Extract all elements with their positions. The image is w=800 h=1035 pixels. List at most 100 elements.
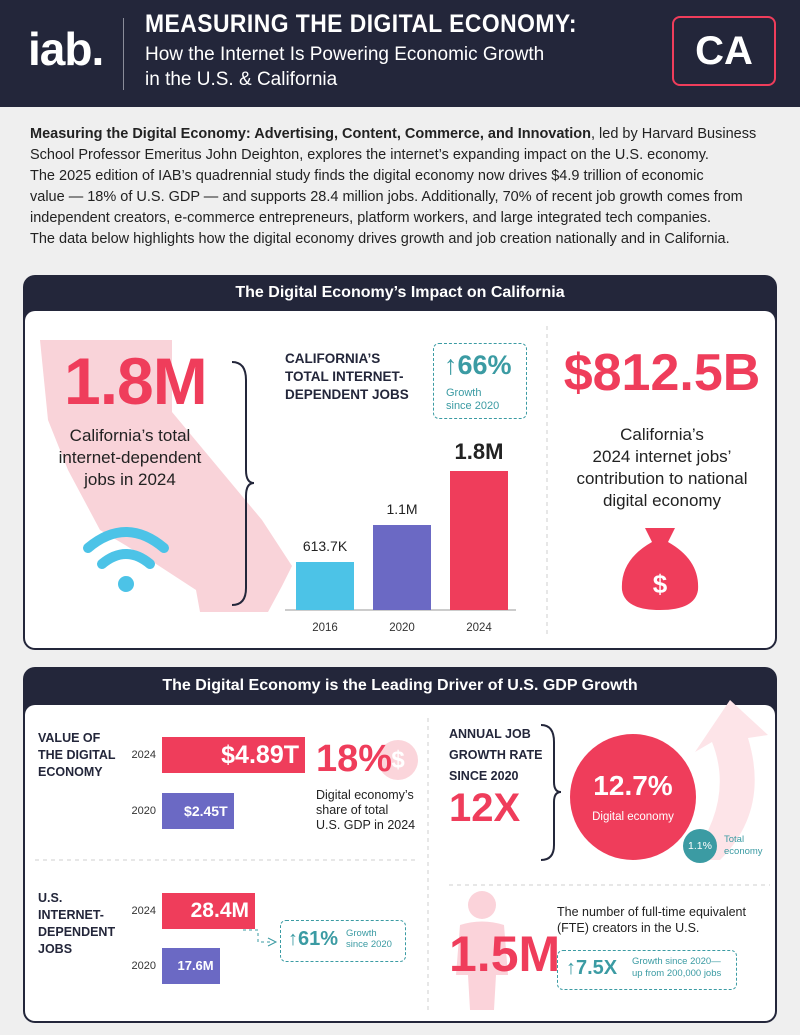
growth-box [557,950,737,990]
intro-line: The 2025 edition of IAB’s quadrennial st… [30,166,770,187]
california-shape [40,340,292,612]
label-line: DEPENDENT [38,925,116,939]
caption-line: (FTE) creators in the U.S. [557,921,700,935]
x-tick-label: 2016 [312,622,338,634]
intro-text: , led by Harvard Business [591,126,757,142]
growth-caption: Growth since 2020— up from 200,000 jobs [632,956,721,980]
total-label: Total economy [724,834,763,858]
subtitle-line: in the U.S. & California [145,69,338,90]
intro-text: value — 18% of U.S. GDP — and supports 2… [30,189,743,205]
chart-title: CALIFORNIA’S TOTAL INTERNET- DEPENDENT JOB… [285,350,409,404]
bar [162,893,255,929]
caption-line: The number of full-time equivalent [557,905,746,919]
growth-box [433,343,527,419]
intro-line: The data below highlights how the digita… [30,229,770,250]
growth-number: 66% [457,350,512,380]
bar [373,524,431,610]
category-label: 2020 [131,805,156,817]
bar [450,470,508,610]
growth-box [280,920,406,962]
label-line: ECONOMY [38,765,103,779]
intro-line: Measuring the Digital Economy: Advertisi… [30,124,770,145]
category-label: 2024 [131,905,156,917]
contribution-caption: California’s 2024 internet jobs’ contribut… [547,424,777,512]
header-subtitle: How the Internet Is Powering Economic Gr… [145,42,544,92]
money-symbol: $ [653,569,668,599]
label-line: INTERNET- [38,908,104,922]
bar-value-label: $2.45T [184,803,228,819]
caption-line: U.S. GDP in 2024 [316,818,416,832]
intro-line: School Professor Emeritus John Deighton,… [30,145,770,166]
digital-circle [570,734,696,860]
person-icon [456,891,508,1010]
bar-value-label: $4.89T [221,741,299,769]
label-line: economy [724,846,763,857]
intro-line: value — 18% of U.S. GDP — and supports 2… [30,187,770,208]
caption-line: share of total [316,803,389,817]
bar-value-label: 1.1M [386,500,418,517]
arrow: ↑ [288,928,298,950]
creators-caption: The number of full-time equivalent (FTE) … [557,904,746,936]
growth-caption: Growth since 2020 [446,387,499,413]
label-line: Total [724,834,745,845]
total-circle [683,829,717,863]
intro-text: independent creators, e-commerce entrepr… [30,210,712,226]
bar-value-label: 613.7K [302,538,348,555]
label-line: U.S. [38,891,63,905]
section-title: The Digital Economy’s Impact on Californ… [235,284,565,301]
label-line: JOBS [38,942,73,956]
section-title: The Digital Economy is the Leading Drive… [162,677,638,694]
category-label: 2020 [131,960,156,972]
caption-line: 2024 internet jobs’ [592,447,732,466]
arrow: ↑ [566,957,576,979]
contribution: $812.5B [563,344,761,402]
caption-line: up from 200,000 jobs [632,968,722,979]
header-title: MEASURING THE DIGITAL ECONOMY: [145,10,577,38]
share-caption: Digital economy’s share of total U.S. GDP … [316,788,415,833]
label-line: THE DIGITAL [38,748,116,762]
growth-value: ↑66% [444,350,512,381]
digital-label: Digital economy [592,811,674,823]
growth-multiple: 12X [449,786,521,830]
bar [162,948,220,984]
wifi-icon [83,527,169,569]
gdp-label: VALUE OF THE DIGITAL ECONOMY [38,730,116,781]
intro-line: independent creators, e-commerce entrepr… [30,208,770,229]
intro-first-line: Measuring the Digital Economy: Advertisi… [30,124,756,145]
caption-line: contribution to national [576,469,748,488]
growth-caption: Growth since 2020 [346,928,392,950]
caption-line: since 2020 [446,400,500,412]
logo: iab. [28,23,104,75]
big-caption: California’s total internet-dependent jobs… [40,425,220,491]
intro-text: School Professor Emeritus John Deighton,… [30,147,709,163]
caption-line: Growth since 2020— [632,956,721,967]
chart-title-line: CALIFORNIA’S [285,351,381,366]
x-tick-label: 2020 [389,622,415,634]
label-line: SINCE 2020 [449,769,519,783]
chart-title-line: TOTAL INTERNET- [285,369,404,384]
dollar-icon [378,740,418,780]
arrow: ↑ [444,350,458,380]
big-number: 1.8M [64,344,208,418]
creators-number: 1.5M [449,926,561,982]
money-bag-icon [621,528,699,610]
intro-lead: Measuring the Digital Economy: Advertisi… [30,126,591,142]
x-tick-label: 2024 [466,622,492,634]
intro: Measuring the Digital Economy: Advertisi… [30,124,770,250]
growth-value: ↑61% [288,928,338,951]
share: 18% [316,738,393,780]
category-label: 2024 [131,749,156,761]
label-line: GROWTH RATE [449,748,543,762]
caption-line: California’s [620,425,704,444]
brace [540,724,562,861]
dollar-symbol: $ [391,746,405,773]
caption-line: Growth [446,387,482,399]
caption-line: jobs in 2024 [84,470,176,489]
caption-line: digital economy [602,491,722,510]
growth-number: 61% [298,928,339,950]
wifi-dot [118,576,134,592]
growth-value: ↑7.5X [566,957,617,980]
